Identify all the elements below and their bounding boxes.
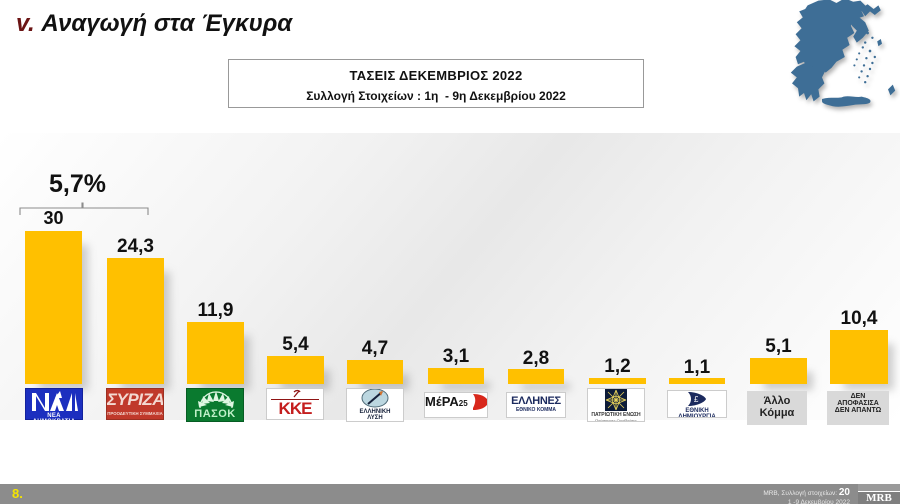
svg-text:£: £ [694, 395, 699, 404]
